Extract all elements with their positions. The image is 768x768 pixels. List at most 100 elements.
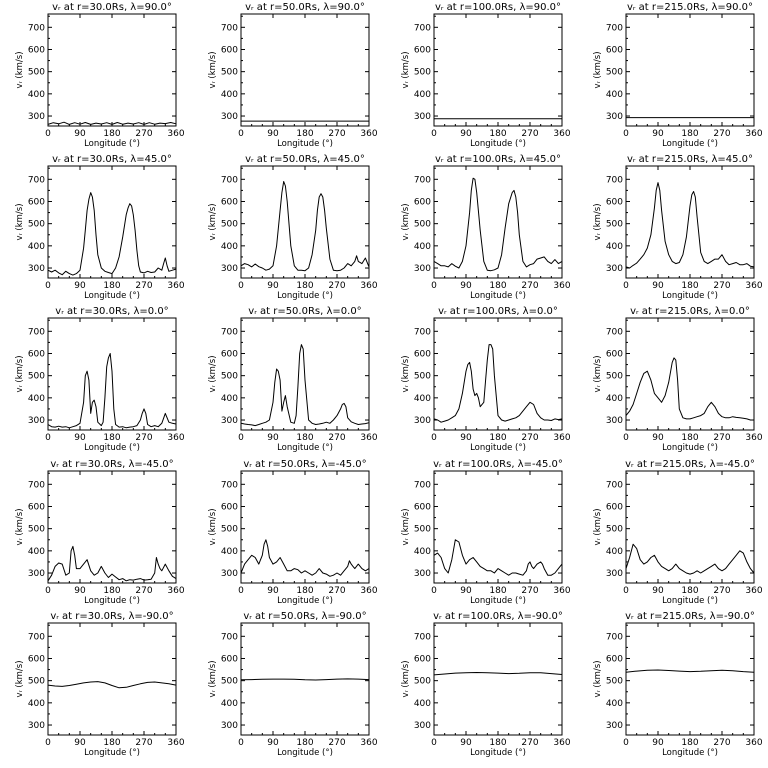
x-tick-label: 90 <box>652 129 664 139</box>
x-axis-label: Longitude (°) <box>470 139 526 149</box>
x-tick-label: 270 <box>521 433 538 443</box>
x-tick-label: 360 <box>745 586 762 596</box>
panel-4-2: vᵣ at r=50.0Rs, λ=-45.0° 0 90 180 270 360 300 4… <box>208 459 378 606</box>
panel-3-2: vᵣ at r=50.0Rs, λ=0.0° 0 90 180 270 360 300 400… <box>208 306 378 453</box>
x-tick-label: 360 <box>745 738 762 748</box>
panel-title: vᵣ at r=30.0Rs, λ=45.0° <box>52 154 172 165</box>
y-tick-label: 500 <box>221 68 238 78</box>
panel-5-3: vᵣ at r=100.0Rs, λ=-90.0° 0 90 180 270 360 300… <box>401 611 571 758</box>
y-axis-label: vᵣ (km/s) <box>401 355 411 392</box>
y-tick-label: 700 <box>606 23 623 33</box>
x-tick-label: 0 <box>623 433 629 443</box>
x-axis-label: Longitude (°) <box>277 443 333 453</box>
x-tick-label: 0 <box>238 738 244 748</box>
x-tick-label: 0 <box>238 586 244 596</box>
plot-frame <box>625 622 755 736</box>
y-axis-label: vᵣ (km/s) <box>208 203 218 240</box>
x-tick-label: 360 <box>553 281 570 291</box>
x-axis-label: Longitude (°) <box>662 139 718 149</box>
panel-2-2: vᵣ at r=50.0Rs, λ=45.0° 0 90 180 270 360 300 40… <box>208 154 378 301</box>
y-tick-label: 600 <box>28 45 45 55</box>
y-tick-label: 400 <box>221 699 238 709</box>
plot-frame <box>47 165 177 279</box>
x-tick-label: 90 <box>74 433 86 443</box>
x-axis-label: Longitude (°) <box>470 291 526 301</box>
y-tick-label: 600 <box>28 502 45 512</box>
y-tick-label: 600 <box>414 349 431 359</box>
x-tick-label: 270 <box>713 129 730 139</box>
x-axis-label: Longitude (°) <box>662 596 718 606</box>
x-axis-label: Longitude (°) <box>277 748 333 758</box>
y-tick-label: 500 <box>414 68 431 78</box>
y-tick-label: 400 <box>221 547 238 557</box>
y-tick-label: 400 <box>414 90 431 100</box>
x-tick-label: 360 <box>360 281 377 291</box>
x-tick-label: 270 <box>135 281 152 291</box>
x-tick-label: 90 <box>652 281 664 291</box>
x-tick-label: 270 <box>521 281 538 291</box>
x-tick-label: 90 <box>460 129 472 139</box>
x-axis-label: Longitude (°) <box>84 596 140 606</box>
series-line <box>433 344 563 423</box>
y-tick-label: 600 <box>414 197 431 207</box>
panel-title: vᵣ at r=215.0Rs, λ=-45.0° <box>625 459 755 470</box>
y-tick-label: 700 <box>28 480 45 490</box>
y-tick-label: 600 <box>606 654 623 664</box>
y-tick-label: 500 <box>28 677 45 687</box>
x-tick-label: 270 <box>713 433 730 443</box>
y-tick-label: 500 <box>606 525 623 535</box>
y-tick-label: 500 <box>221 525 238 535</box>
x-axis-label: Longitude (°) <box>662 443 718 453</box>
panel-title: vᵣ at r=50.0Rs, λ=90.0° <box>245 2 365 13</box>
y-tick-label: 400 <box>606 394 623 404</box>
x-tick-label: 180 <box>103 129 120 139</box>
x-tick-label: 90 <box>267 281 279 291</box>
x-tick-label: 270 <box>328 129 345 139</box>
x-tick-label: 0 <box>45 281 51 291</box>
x-tick-label: 90 <box>460 586 472 596</box>
y-tick-label: 500 <box>28 68 45 78</box>
y-tick-label: 400 <box>414 547 431 557</box>
y-tick-label: 400 <box>28 394 45 404</box>
panel-1-4: vᵣ at r=215.0Rs, λ=90.0° 0 90 180 270 360 300 4… <box>593 2 763 149</box>
series-line <box>433 539 563 576</box>
plot-frame <box>240 165 370 279</box>
x-tick-label: 360 <box>553 129 570 139</box>
x-tick-label: 270 <box>135 586 152 596</box>
x-tick-label: 360 <box>167 281 184 291</box>
y-axis-label: vᵣ (km/s) <box>208 355 218 392</box>
panel-4-4: vᵣ at r=215.0Rs, λ=-45.0° 0 90 180 270 360 300… <box>593 459 763 606</box>
plot-frame <box>625 165 755 279</box>
panel-title: vᵣ at r=30.0Rs, λ=-90.0° <box>50 611 173 622</box>
y-axis-label: vᵣ (km/s) <box>401 660 411 697</box>
x-axis-label: Longitude (°) <box>84 748 140 758</box>
y-tick-label: 700 <box>606 175 623 185</box>
panel-2-4: vᵣ at r=215.0Rs, λ=45.0° 0 90 180 270 360 300 4… <box>593 154 763 301</box>
x-tick-label: 90 <box>267 738 279 748</box>
x-tick-label: 0 <box>45 586 51 596</box>
x-tick-label: 270 <box>328 586 345 596</box>
y-tick-label: 500 <box>414 220 431 230</box>
x-axis-label: Longitude (°) <box>84 443 140 453</box>
x-tick-label: 0 <box>238 433 244 443</box>
panel-title: vᵣ at r=30.0Rs, λ=-45.0° <box>50 459 173 470</box>
y-tick-label: 400 <box>221 242 238 252</box>
y-tick-label: 400 <box>606 90 623 100</box>
y-tick-label: 700 <box>221 175 238 185</box>
series-line <box>625 543 755 575</box>
x-tick-label: 270 <box>713 586 730 596</box>
panel-title: vᵣ at r=100.0Rs, λ=90.0° <box>435 2 561 13</box>
series-line <box>625 357 754 421</box>
x-tick-label: 360 <box>553 738 570 748</box>
x-tick-label: 360 <box>553 433 570 443</box>
x-axis-label: Longitude (°) <box>470 748 526 758</box>
y-tick-label: 500 <box>414 372 431 382</box>
x-tick-label: 0 <box>623 281 629 291</box>
x-tick-label: 360 <box>745 281 762 291</box>
y-axis-label: vᵣ (km/s) <box>401 203 411 240</box>
x-tick-label: 270 <box>135 738 152 748</box>
y-tick-label: 300 <box>28 416 45 426</box>
x-tick-label: 180 <box>296 586 313 596</box>
plot-frame <box>433 622 563 736</box>
